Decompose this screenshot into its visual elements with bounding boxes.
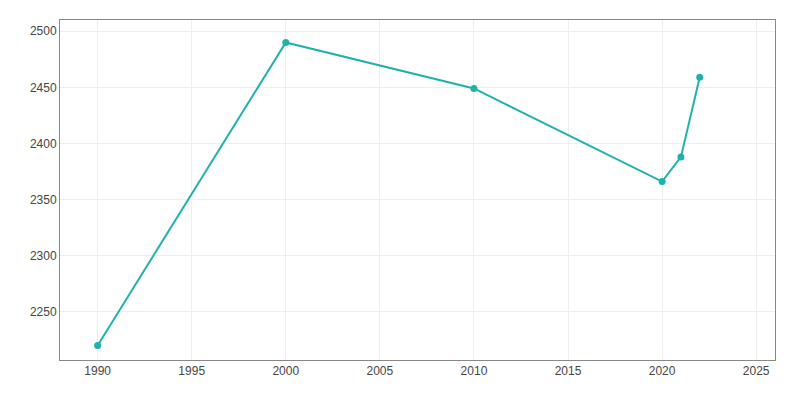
svg-text:2500: 2500 bbox=[30, 24, 57, 38]
svg-text:2300: 2300 bbox=[30, 249, 57, 263]
svg-text:2000: 2000 bbox=[272, 364, 299, 378]
svg-text:2020: 2020 bbox=[649, 364, 676, 378]
svg-text:2015: 2015 bbox=[555, 364, 582, 378]
svg-text:1990: 1990 bbox=[84, 364, 111, 378]
svg-text:2400: 2400 bbox=[30, 137, 57, 151]
svg-text:2450: 2450 bbox=[30, 81, 57, 95]
svg-text:2250: 2250 bbox=[30, 305, 57, 319]
svg-text:2010: 2010 bbox=[461, 364, 488, 378]
svg-text:1995: 1995 bbox=[178, 364, 205, 378]
svg-text:2025: 2025 bbox=[743, 364, 770, 378]
svg-text:2005: 2005 bbox=[367, 364, 394, 378]
svg-text:2350: 2350 bbox=[30, 193, 57, 207]
